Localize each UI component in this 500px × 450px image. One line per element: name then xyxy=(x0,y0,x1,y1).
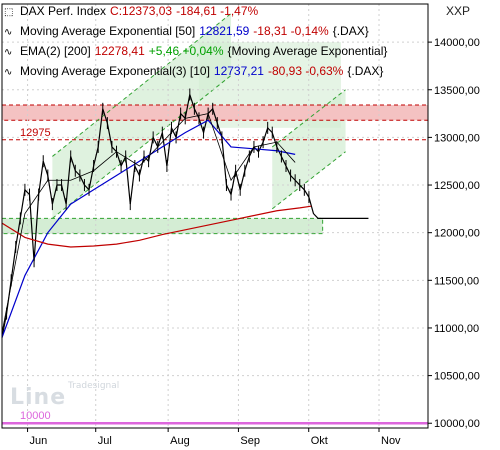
axis-symbol: XXP xyxy=(446,4,471,18)
legend-symbol-icon: ∿ xyxy=(4,27,13,38)
legend: ⬚ DAX Perf. Index C:12373,03 -184,61 -1,… xyxy=(4,2,387,82)
watermark-logo: Line Tradesignal xyxy=(10,381,119,410)
x-tick-label: Aug xyxy=(170,435,190,447)
resistance-band xyxy=(1,104,429,121)
legend-value: {Moving Average Exponential} xyxy=(227,44,388,58)
legend-value: -18,31 -0,14% xyxy=(253,24,329,38)
channel-line xyxy=(271,89,346,148)
legend-value: {.DAX} xyxy=(332,24,369,38)
grid-layer: 12975 10000 xyxy=(2,4,428,428)
support-band xyxy=(1,217,324,235)
legend-name: Moving Average Exponential(3) [10] xyxy=(20,64,210,78)
level-label: 12975 xyxy=(20,127,51,139)
legend-value: +5,46 +0,04% xyxy=(148,44,224,58)
legend-value: C:12373,03 xyxy=(110,4,173,18)
x-tick-label: Jul xyxy=(98,435,112,447)
y-tick-label: 11000,00 xyxy=(434,323,479,335)
series-line-ema200 xyxy=(1,205,312,248)
legend-symbol-icon: ∿ xyxy=(4,67,13,78)
y-tick-label: 14000,00 xyxy=(434,37,480,49)
legend-value: -80,93 -0,63% xyxy=(267,64,344,78)
plot-frame xyxy=(1,3,429,429)
channel-line xyxy=(52,75,232,219)
y-tick-label: 10500,00 xyxy=(434,371,480,383)
legend-value: 12278,41 xyxy=(94,44,145,58)
legend-row-ema50: ∿ Moving Average Exponential [50] 12821,… xyxy=(4,22,387,42)
axis-layer: 10000,00 10500,00 11000,00 11500,00 12000,00… xyxy=(1,3,480,447)
legend-name: DAX Perf. Index xyxy=(20,4,107,18)
legend-value: 12821,59 xyxy=(199,24,250,38)
x-tick-label: Sep xyxy=(240,435,260,447)
x-tick-label: Okt xyxy=(311,435,328,447)
legend-value: 12737,21 xyxy=(213,64,264,78)
legend-row-price: ⬚ DAX Perf. Index C:12373,03 -184,61 -1,… xyxy=(4,2,387,22)
channel-line xyxy=(271,151,346,210)
legend-value: {.DAX} xyxy=(347,64,384,78)
y-tick-label: 11500,00 xyxy=(434,275,479,287)
legend-value: -184,61 -1,47% xyxy=(176,4,259,18)
legend-symbol-icon: ⬚ xyxy=(4,7,14,18)
legend-row-ema10: ∿ Moving Average Exponential(3) [10] 127… xyxy=(4,62,387,82)
series-layer xyxy=(1,88,369,344)
watermark-small: Tradesignal xyxy=(68,381,120,391)
watermark-main: Line xyxy=(10,385,67,410)
series-line-ema10 xyxy=(1,113,296,333)
legend-row-ema200: ∿ EMA(2) [200] 12278,41 +5,46 +0,04% {Mo… xyxy=(4,42,387,62)
x-tick-label: Nov xyxy=(381,435,401,447)
legend-name: EMA(2) [200] xyxy=(20,44,91,58)
channel-line xyxy=(52,13,232,157)
y-tick-label: 10000,00 xyxy=(434,418,480,430)
y-tick-label: 13500,00 xyxy=(434,85,480,97)
y-tick-label: 13000,00 xyxy=(434,132,480,144)
y-tick-label: 12500,00 xyxy=(434,180,480,192)
y-tick-label: 12000,00 xyxy=(434,228,480,240)
x-tick-label: Jun xyxy=(30,435,48,447)
level-label: 10000 xyxy=(20,410,51,422)
legend-name: Moving Average Exponential [50] xyxy=(20,24,196,38)
legend-symbol-icon: ∿ xyxy=(4,47,13,58)
